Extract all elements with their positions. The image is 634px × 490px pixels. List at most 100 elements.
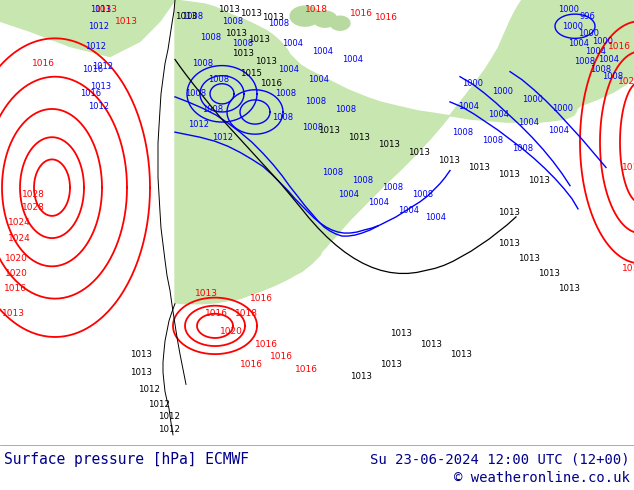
Text: 1013: 1013 xyxy=(218,4,240,14)
Text: 1016: 1016 xyxy=(240,360,263,368)
Text: 1018: 1018 xyxy=(235,309,258,318)
Text: 1016: 1016 xyxy=(32,59,55,68)
Text: 1013: 1013 xyxy=(558,284,580,293)
Text: 1008: 1008 xyxy=(602,72,623,81)
Text: 1008: 1008 xyxy=(182,12,203,21)
Text: 1016: 1016 xyxy=(350,9,373,18)
Text: 1024: 1024 xyxy=(8,219,31,227)
Text: 1013: 1013 xyxy=(438,156,460,165)
Text: 1013: 1013 xyxy=(408,148,430,157)
Text: 1008: 1008 xyxy=(452,128,473,137)
Text: 1013: 1013 xyxy=(450,350,472,359)
Polygon shape xyxy=(0,0,175,56)
Text: 1016: 1016 xyxy=(295,365,318,374)
Text: 1016: 1016 xyxy=(375,13,398,22)
Text: 1004: 1004 xyxy=(488,109,509,119)
Text: 1020: 1020 xyxy=(5,254,28,263)
Text: 1000: 1000 xyxy=(462,79,483,88)
Text: 1013: 1013 xyxy=(115,17,138,25)
Text: 1008: 1008 xyxy=(352,176,373,185)
Text: 1012: 1012 xyxy=(92,62,113,71)
Text: 1008: 1008 xyxy=(185,89,206,98)
Text: 1000: 1000 xyxy=(578,29,599,38)
Text: 1008: 1008 xyxy=(322,168,343,177)
Text: 1004: 1004 xyxy=(278,65,299,74)
Text: 1004: 1004 xyxy=(338,190,359,199)
Text: 1013: 1013 xyxy=(90,82,111,91)
Text: 1008: 1008 xyxy=(268,19,289,28)
Text: 1015: 1015 xyxy=(240,69,262,78)
Text: 1000: 1000 xyxy=(492,87,513,97)
Text: 1000: 1000 xyxy=(558,4,579,14)
Text: 1008: 1008 xyxy=(512,144,533,153)
Text: 1008: 1008 xyxy=(272,113,293,122)
Text: 1016: 1016 xyxy=(260,79,282,88)
Text: 1004: 1004 xyxy=(568,39,589,48)
Text: 1013: 1013 xyxy=(90,4,111,14)
Text: 1004: 1004 xyxy=(585,47,606,56)
Text: 1004: 1004 xyxy=(458,102,479,111)
Text: 996: 996 xyxy=(580,12,596,21)
Text: 1000: 1000 xyxy=(522,96,543,104)
Text: 1000: 1000 xyxy=(562,22,583,31)
Text: 1016: 1016 xyxy=(80,89,101,98)
Text: 1004: 1004 xyxy=(598,55,619,64)
Text: 1013: 1013 xyxy=(195,289,218,298)
Text: 1013: 1013 xyxy=(350,372,372,381)
Text: 1004: 1004 xyxy=(368,198,389,207)
Text: 1024: 1024 xyxy=(8,234,31,243)
Text: 1004: 1004 xyxy=(398,206,419,216)
Text: 1013: 1013 xyxy=(390,329,412,339)
Text: 1013: 1013 xyxy=(240,9,262,18)
Text: 1013: 1013 xyxy=(95,4,118,14)
Text: 1013: 1013 xyxy=(518,254,540,263)
Text: 1012: 1012 xyxy=(212,133,233,142)
Text: 1013: 1013 xyxy=(498,208,520,218)
Text: 1013: 1013 xyxy=(130,350,152,359)
Text: 1008: 1008 xyxy=(275,89,296,98)
Text: 1008: 1008 xyxy=(574,57,595,66)
Text: 1004: 1004 xyxy=(548,125,569,135)
Polygon shape xyxy=(313,11,337,27)
Text: 1013: 1013 xyxy=(538,269,560,278)
Text: 1008: 1008 xyxy=(202,105,223,115)
Text: 1012: 1012 xyxy=(88,22,109,31)
Text: 1008: 1008 xyxy=(192,59,213,68)
Text: 1004: 1004 xyxy=(342,55,363,64)
Text: 1012: 1012 xyxy=(188,120,209,128)
Text: 1016: 1016 xyxy=(608,42,631,51)
Text: 1013: 1013 xyxy=(255,57,277,66)
Text: 1008: 1008 xyxy=(222,17,243,25)
Text: 1008: 1008 xyxy=(208,75,229,84)
Text: 1013: 1013 xyxy=(175,12,197,21)
Text: 1012: 1012 xyxy=(148,400,170,409)
Text: 1013: 1013 xyxy=(498,170,520,179)
Text: 1013: 1013 xyxy=(498,239,520,247)
Text: 1004: 1004 xyxy=(425,214,446,222)
Text: Su 23-06-2024 12:00 UTC (12+00): Su 23-06-2024 12:00 UTC (12+00) xyxy=(370,453,630,466)
Text: 1013: 1013 xyxy=(2,309,25,318)
Text: 1012: 1012 xyxy=(88,102,109,111)
Text: 1004: 1004 xyxy=(312,47,333,56)
Text: 1013: 1013 xyxy=(225,29,247,38)
Text: 1013: 1013 xyxy=(130,368,152,377)
Text: 1016: 1016 xyxy=(270,352,293,361)
Text: 1018: 1018 xyxy=(305,4,328,14)
Text: 1004: 1004 xyxy=(518,118,539,126)
Text: 1013: 1013 xyxy=(378,140,400,149)
Text: 1004: 1004 xyxy=(282,39,303,48)
Text: 1008: 1008 xyxy=(335,105,356,115)
Text: 1020: 1020 xyxy=(5,269,28,278)
Text: 1013: 1013 xyxy=(468,163,490,172)
Text: 1008: 1008 xyxy=(412,190,433,199)
Text: Surface pressure [hPa] ECMWF: Surface pressure [hPa] ECMWF xyxy=(4,452,249,467)
Text: 1020: 1020 xyxy=(220,327,243,337)
Text: 1013: 1013 xyxy=(348,133,370,142)
Text: 1008: 1008 xyxy=(232,39,253,48)
Text: 1008: 1008 xyxy=(200,33,221,42)
Text: 1016: 1016 xyxy=(622,163,634,172)
Text: 1012: 1012 xyxy=(85,42,106,51)
Text: 1013: 1013 xyxy=(420,340,442,348)
Text: 1008: 1008 xyxy=(590,65,611,74)
Text: 1013: 1013 xyxy=(232,49,254,58)
